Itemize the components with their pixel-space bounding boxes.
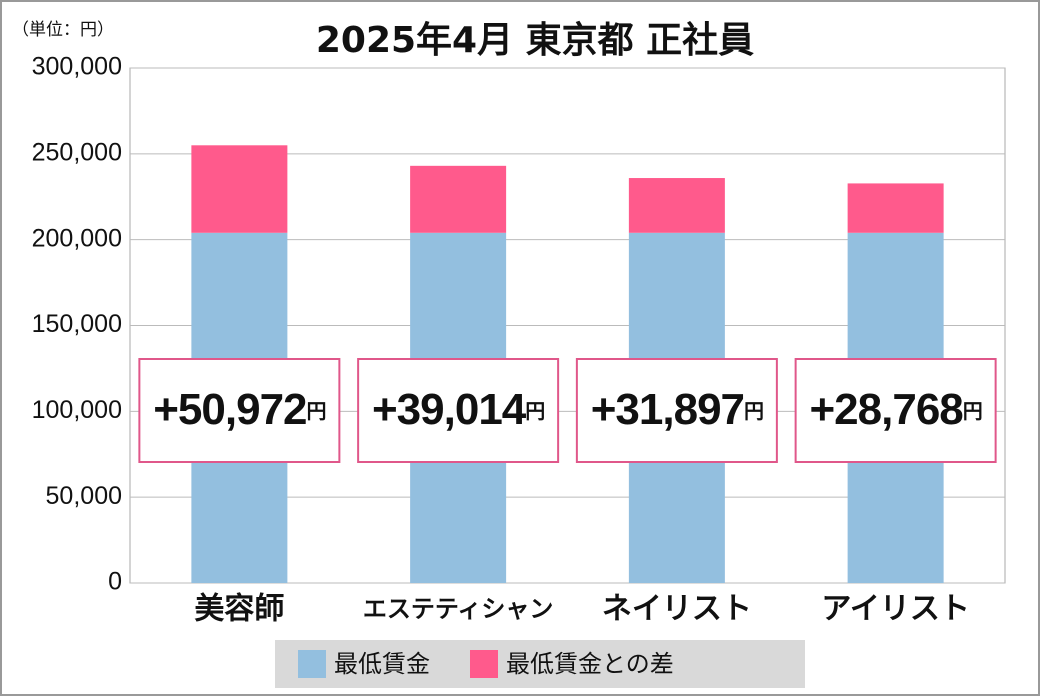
x-tick-label: 美容師 [194, 592, 284, 627]
value-label: +50,972円 [153, 385, 325, 434]
legend [275, 640, 805, 688]
x-tick-label: エステティシャン [363, 595, 554, 623]
bar-segment [410, 165, 507, 233]
value-number: +28,768 [809, 385, 963, 434]
value-unit: 円 [744, 399, 763, 423]
value-label: +39,014円 [372, 385, 544, 434]
legend-swatch [470, 650, 498, 678]
value-label: +31,897円 [591, 385, 763, 434]
bar-segment [847, 183, 944, 233]
value-number: +50,972 [153, 385, 306, 434]
chart-title: 2025年4月 東京都 正社員 [316, 19, 754, 61]
y-tick-label: 300,000 [32, 53, 122, 81]
value-number: +31,897 [591, 385, 744, 434]
value-label: +28,768円 [809, 385, 981, 434]
y-tick-label: 100,000 [32, 396, 122, 424]
x-tick-label: ネイリスト [602, 592, 752, 627]
label-box [575, 358, 778, 463]
value-unit: 円 [307, 399, 326, 423]
legend-swatch [298, 650, 326, 678]
label-box [794, 358, 997, 463]
y-tick-label: 0 [108, 568, 122, 596]
label-box [357, 358, 560, 463]
legend-label: 最低賃金 [334, 650, 430, 678]
value-unit: 円 [525, 399, 544, 423]
unit-label: （単位：円） [12, 20, 114, 40]
y-tick-label: 250,000 [32, 138, 122, 166]
value-number: +39,014 [372, 385, 527, 434]
x-tick-label: アイリスト [821, 592, 970, 627]
bar-segment [191, 145, 288, 233]
bar-segment [628, 178, 725, 233]
value-unit: 円 [963, 399, 982, 423]
legend-label: 最低賃金との差 [506, 650, 674, 678]
y-tick-label: 200,000 [32, 224, 122, 252]
y-tick-label: 50,000 [46, 482, 122, 510]
y-tick-label: 150,000 [32, 310, 122, 338]
label-box [138, 358, 341, 463]
